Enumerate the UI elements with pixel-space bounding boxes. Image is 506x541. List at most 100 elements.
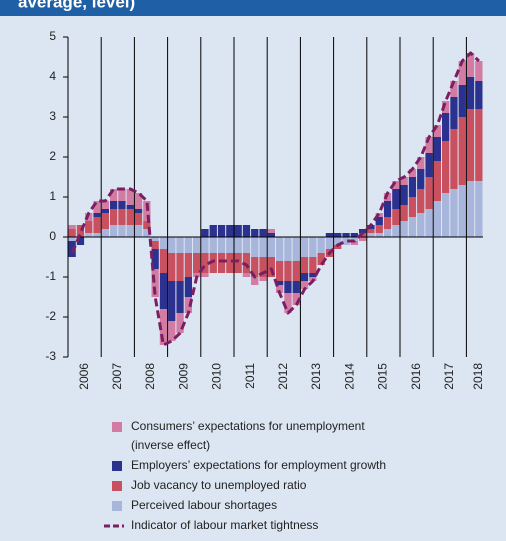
bar-segment xyxy=(118,209,126,225)
bar-segment xyxy=(259,229,267,237)
bar-segment xyxy=(76,225,85,237)
bar-segment xyxy=(201,229,209,237)
bar-segment xyxy=(242,273,251,277)
bar-segment xyxy=(325,233,334,237)
bar-segment xyxy=(68,229,76,237)
x-tick-label: 2012 xyxy=(276,363,290,390)
bar-segment xyxy=(475,109,483,181)
bar-segment xyxy=(159,237,168,249)
bar-segment xyxy=(201,273,209,277)
bar-segment xyxy=(408,177,417,197)
bar-segment xyxy=(450,129,458,189)
bar-segment xyxy=(93,233,101,237)
bar-segment xyxy=(126,189,134,205)
bar-segment xyxy=(442,141,450,193)
bar-segment xyxy=(475,81,483,109)
bar-segment xyxy=(400,185,408,205)
bar-segment xyxy=(143,221,151,229)
bar-segment xyxy=(309,257,317,273)
legend-label: Consumers’ expectations for unemployment… xyxy=(131,419,365,452)
bar-segment xyxy=(350,237,358,241)
bar-segment xyxy=(400,205,408,221)
bar-segment xyxy=(251,277,259,285)
x-tick-label: 2014 xyxy=(342,363,356,390)
bar-segment xyxy=(134,209,143,213)
bar-segment xyxy=(76,237,85,245)
bar-segment xyxy=(433,201,441,237)
y-tick-label: -1 xyxy=(45,269,56,283)
bar-segment xyxy=(309,273,317,277)
bar-segment xyxy=(425,153,433,177)
bar-segment xyxy=(68,241,76,257)
bar-segment xyxy=(93,213,101,217)
bar-segment xyxy=(176,237,184,253)
bar-segment xyxy=(118,201,126,209)
bar-segment xyxy=(226,225,234,237)
bar-segment xyxy=(284,293,292,313)
bar-segment xyxy=(259,277,267,281)
bar-segment xyxy=(134,213,143,225)
x-tick-label: 2018 xyxy=(471,363,485,390)
bar-segment xyxy=(400,177,408,185)
bar-segment xyxy=(442,113,450,141)
bar-segment xyxy=(458,61,466,85)
bar-segment xyxy=(126,225,134,237)
x-tick-label: 2008 xyxy=(143,363,157,390)
bar-segment xyxy=(309,237,317,257)
bar-segment xyxy=(143,229,151,237)
bar-segment xyxy=(267,233,275,237)
bar-segment xyxy=(193,237,201,253)
bar-segment xyxy=(184,297,192,313)
bar-segment xyxy=(334,237,342,245)
bar-segment xyxy=(367,233,375,237)
bar-segment xyxy=(475,61,483,81)
bar-segment xyxy=(425,137,433,153)
y-tick-label: -2 xyxy=(45,309,56,323)
bar-segment xyxy=(151,269,159,297)
bar-segment xyxy=(466,109,475,181)
bar-segment xyxy=(359,229,367,233)
y-tick-label: 4 xyxy=(49,69,56,83)
bar-segment xyxy=(417,189,425,213)
bar-segment xyxy=(259,237,267,257)
bar-segment xyxy=(292,237,300,261)
x-tick-label: 2010 xyxy=(210,363,224,390)
bar-segment xyxy=(93,217,101,233)
bar-segment xyxy=(417,169,425,189)
bar-segment xyxy=(151,249,159,269)
bar-segment xyxy=(458,85,466,117)
bar-segment xyxy=(392,209,400,225)
bar-segment xyxy=(408,169,417,177)
bar-segment xyxy=(242,237,251,253)
bar-segment xyxy=(118,189,126,201)
bar-segment xyxy=(450,189,458,237)
bar-segment xyxy=(433,137,441,161)
bar-segment xyxy=(276,237,284,261)
y-tick-label: 1 xyxy=(49,189,56,203)
bar-segment xyxy=(101,213,109,229)
bar-segment xyxy=(184,237,192,253)
bar-segment xyxy=(134,193,143,209)
bar-segment xyxy=(93,201,101,213)
bar-segment xyxy=(392,225,400,237)
bar-segment xyxy=(85,221,93,233)
bar-segment xyxy=(425,177,433,209)
bar-segment xyxy=(284,261,292,281)
bar-segment xyxy=(342,237,350,245)
bar-segment xyxy=(359,237,367,241)
bar-segment xyxy=(168,321,176,341)
legend-label: Perceived labour shortages xyxy=(131,498,277,512)
bar-segment xyxy=(392,181,400,189)
bar-segment xyxy=(209,253,217,273)
bar-segment xyxy=(134,225,143,237)
bar-segment xyxy=(276,281,284,285)
bar-segment xyxy=(242,225,251,237)
bar-segment xyxy=(126,205,134,209)
legend-label: Employers’ expectations for employment g… xyxy=(131,458,386,472)
y-tick-label: -3 xyxy=(45,349,56,363)
header-band xyxy=(0,0,506,16)
bar-segment xyxy=(350,233,358,237)
bar-segment xyxy=(284,237,292,261)
legend-swatch xyxy=(112,481,122,491)
bar-segment xyxy=(383,217,392,229)
